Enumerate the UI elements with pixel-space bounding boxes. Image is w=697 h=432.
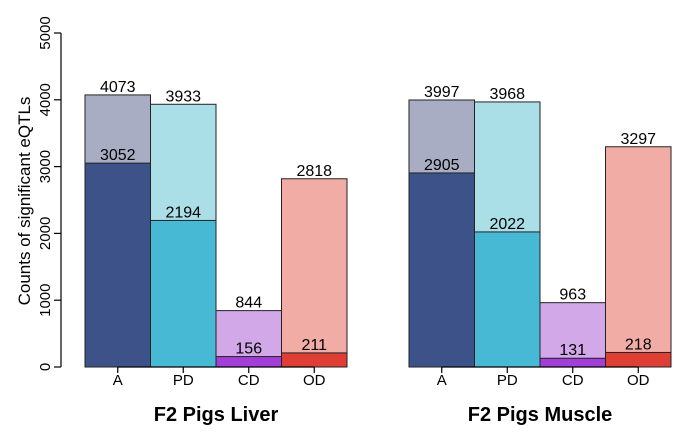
data-label-inner: 2905 xyxy=(424,157,460,174)
data-label-total: 3297 xyxy=(620,131,656,148)
data-label-total: 4073 xyxy=(100,79,136,96)
data-label-total: 3997 xyxy=(424,84,460,101)
bar-inner-pd xyxy=(150,219,217,368)
bar-inner-cd xyxy=(539,357,606,368)
data-label-inner: 3052 xyxy=(100,147,136,164)
bar-inner-cd xyxy=(215,356,282,368)
bar-inner-od xyxy=(281,352,348,368)
y-axis-label: Counts of significant eQTLs xyxy=(15,97,34,306)
bar-inner-od xyxy=(605,351,672,368)
bar-total-od xyxy=(281,178,348,368)
panel-title: F2 Pigs Liver xyxy=(154,404,279,426)
x-tick-label: PD xyxy=(497,372,518,389)
x-tick-label: CD xyxy=(562,372,584,389)
x-tick-label: A xyxy=(113,372,123,389)
y-tick-label: 5000 xyxy=(37,16,54,49)
data-label-inner: 156 xyxy=(235,341,262,358)
bar-total-od xyxy=(605,146,672,368)
x-tick-label: A xyxy=(437,372,447,389)
data-label-total: 3968 xyxy=(489,86,525,103)
bar-inner-a xyxy=(408,172,475,368)
y-tick-label: 1000 xyxy=(37,284,54,317)
x-tick-label: OD xyxy=(627,372,650,389)
panel-2: 3997 2905 A 3968 2022 PD 963 131 CD 3297 218 OD F2 P… xyxy=(408,84,672,426)
y-tick-label: 4000 xyxy=(37,83,54,116)
data-label-inner: 131 xyxy=(559,342,586,359)
data-label-inner: 211 xyxy=(301,337,327,354)
x-tick-label: CD xyxy=(238,372,260,389)
y-axis: 0 1000 2000 3000 4000 5000 xyxy=(37,16,62,371)
x-tick-label: PD xyxy=(173,372,194,389)
data-label-total: 844 xyxy=(235,295,262,312)
data-label-inner: 218 xyxy=(625,336,652,353)
y-tick-label: 2000 xyxy=(37,217,54,250)
bar-inner-a xyxy=(84,162,151,368)
x-tick-label: OD xyxy=(303,372,326,389)
y-tick-label: 3000 xyxy=(37,150,54,183)
bar-total-cd xyxy=(539,302,606,368)
panels: 4073 3052 A 3933 2194 PD 844 156 CD 2818 211 OD F2 P… xyxy=(84,79,672,426)
data-label-total: 2818 xyxy=(296,163,332,180)
data-label-total: 963 xyxy=(559,287,586,304)
data-label-total: 3933 xyxy=(165,88,201,105)
panel-1: 4073 3052 A 3933 2194 PD 844 156 CD 2818 211 OD F2 P… xyxy=(84,79,348,426)
y-tick-label: 0 xyxy=(37,363,54,371)
bar-inner-pd xyxy=(474,231,541,368)
panel-title: F2 Pigs Muscle xyxy=(468,404,613,426)
data-label-inner: 2194 xyxy=(165,204,201,221)
data-label-inner: 2022 xyxy=(489,216,525,233)
